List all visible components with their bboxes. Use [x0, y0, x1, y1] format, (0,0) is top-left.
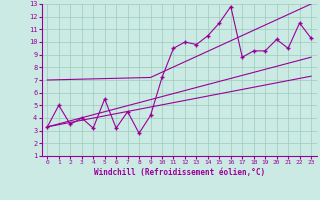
X-axis label: Windchill (Refroidissement éolien,°C): Windchill (Refroidissement éolien,°C) — [94, 168, 265, 177]
